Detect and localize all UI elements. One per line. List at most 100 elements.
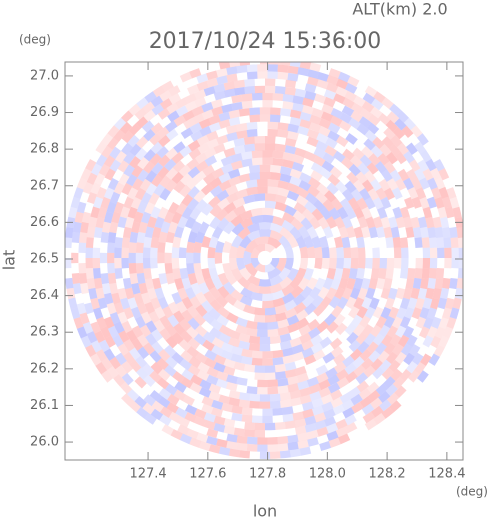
radar-cell [223, 202, 237, 215]
radar-cell [109, 221, 119, 234]
radar-cell [245, 327, 258, 337]
x-tick-label: 128.0 [309, 467, 346, 482]
radar-cell [420, 277, 429, 290]
radar-cell [304, 423, 317, 433]
radar-cell [201, 403, 214, 415]
radar-cell [407, 297, 418, 310]
radar-cell [147, 216, 158, 229]
radar-cell [171, 247, 180, 258]
radar-cell [157, 241, 166, 253]
radar-cell [349, 287, 361, 300]
radar-cell [208, 391, 221, 402]
radar-cell [144, 277, 155, 290]
radar-cell [85, 247, 94, 258]
radar-cell [313, 199, 326, 212]
radar-cell [184, 411, 197, 423]
radar-cell [414, 237, 423, 249]
x-tick-label: 127.6 [189, 467, 226, 482]
radar-cell [198, 221, 210, 234]
radar-cell [210, 98, 223, 109]
radar-cell [193, 262, 203, 275]
radar-cell [195, 272, 206, 285]
radar-cell [412, 277, 422, 290]
radar-cell [389, 400, 402, 413]
radar-cell [158, 231, 168, 244]
radar-cell [86, 226, 96, 238]
radar-cell [228, 337, 241, 348]
radar-cell [247, 282, 261, 294]
radar-cell [361, 100, 375, 113]
radar-cell [200, 183, 214, 196]
radar-cell [175, 202, 188, 215]
radar-cell [299, 246, 309, 258]
radar-cell [267, 186, 279, 195]
radar-cell [114, 237, 123, 248]
radar-cell [443, 237, 452, 249]
radar-cell [187, 230, 198, 244]
radar-cell [107, 262, 115, 274]
radar-cell [299, 332, 312, 344]
radar-cell [258, 286, 272, 294]
radar-cell [299, 387, 312, 397]
radar-cell [122, 277, 132, 290]
radar-cell [333, 313, 346, 327]
radar-cell [166, 102, 179, 115]
radar-cell [377, 152, 390, 166]
radar-cell [143, 374, 156, 387]
radar-cell [292, 411, 304, 421]
radar-cell [274, 86, 286, 95]
radar-cell [229, 258, 239, 271]
radar-cell [151, 341, 164, 354]
radar-cell [383, 127, 396, 140]
radar-cell [350, 188, 363, 202]
radar-cell [121, 247, 129, 258]
radar-cell [392, 206, 403, 219]
radar-cell [159, 90, 172, 102]
radar-cell [313, 304, 326, 317]
radar-cell [298, 324, 312, 336]
radar-cell [246, 129, 258, 138]
radar-cell [107, 242, 115, 254]
radar-cell [233, 204, 246, 217]
radar-cell [326, 74, 339, 86]
radar-cell [316, 71, 329, 82]
chart-title: 2017/10/24 15:36:00 [149, 29, 382, 54]
radar-cell [121, 360, 134, 374]
radar-cell [159, 328, 172, 341]
radar-cell [203, 147, 217, 159]
radar-cell [178, 164, 192, 177]
radar-cell [107, 125, 120, 138]
radar-cell [427, 277, 437, 290]
radar-cell [436, 247, 445, 258]
radar-cell [80, 221, 89, 234]
radar-cell [254, 143, 265, 151]
radar-cell [84, 302, 94, 315]
radar-cell [171, 151, 184, 165]
radar-cell [353, 206, 365, 219]
radar-cell [254, 422, 265, 431]
radar-cell [416, 133, 429, 146]
radar-cell [300, 285, 313, 299]
radar-cell [168, 221, 179, 234]
radar-cell [164, 364, 177, 377]
radar-cell [449, 226, 458, 238]
radar-cell [292, 95, 304, 105]
radar-cell [359, 315, 371, 328]
radar-cell [82, 182, 94, 195]
radar-cell [348, 306, 360, 319]
radar-cell [187, 139, 201, 152]
radar-cell [373, 91, 386, 103]
radar-cell [322, 277, 334, 290]
radar-cell [372, 136, 385, 150]
radar-cell [103, 211, 114, 224]
radar-cell [182, 394, 195, 406]
radar-cell [452, 206, 462, 219]
radar-cell [405, 226, 415, 239]
radar-cell [109, 356, 121, 370]
radar-cell [149, 133, 162, 146]
radar-cell [414, 168, 426, 181]
radar-cell [123, 164, 135, 177]
radar-cell [308, 177, 321, 189]
radar-cell [348, 163, 361, 177]
radar-cell [186, 326, 199, 339]
